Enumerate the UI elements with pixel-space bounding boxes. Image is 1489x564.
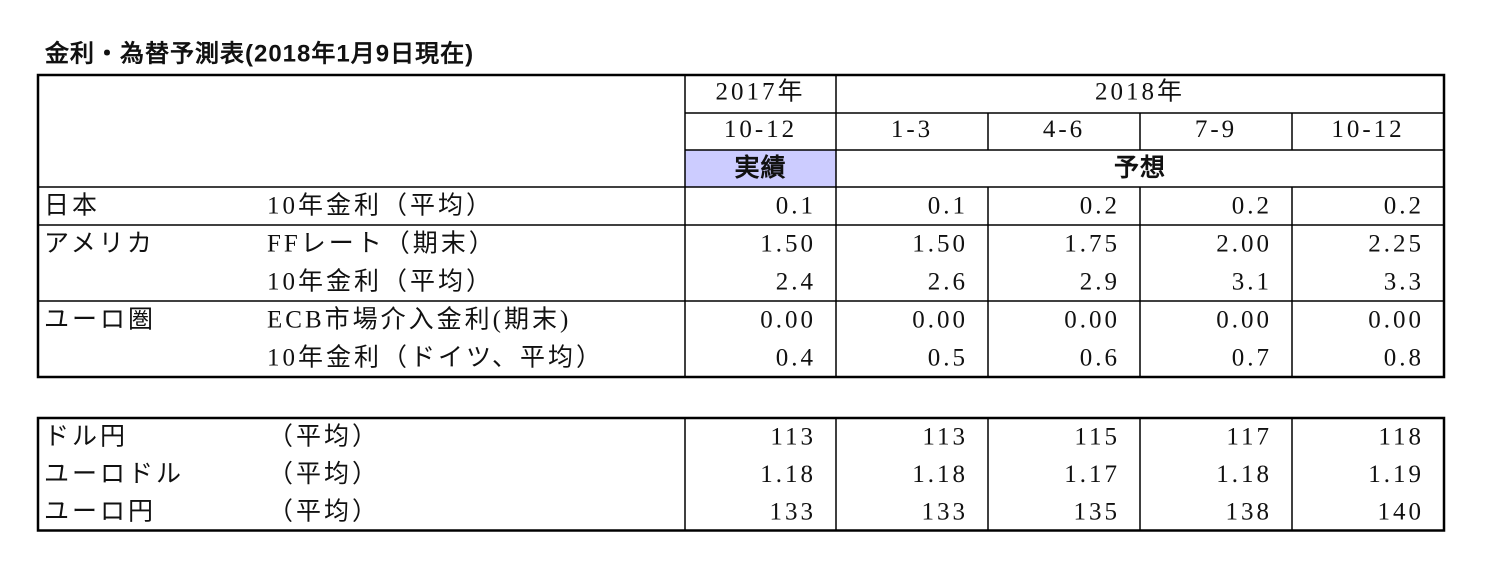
cell-value: 0.5	[928, 345, 968, 372]
region-label: 日本	[44, 192, 100, 220]
actual-cell	[685, 150, 836, 187]
cell-value: 1.50	[760, 231, 816, 258]
indicator-label: FFレート（期末）	[267, 230, 497, 258]
cell-value: 0.00	[1368, 307, 1424, 334]
cell-value: 2.25	[1368, 231, 1424, 258]
cell-value: 1.17	[1064, 461, 1120, 488]
region-label: アメリカ	[44, 231, 155, 258]
cell-value: 118	[1378, 423, 1424, 450]
cell-value: 0.00	[912, 307, 968, 334]
cell-value: 0.2	[1384, 193, 1424, 220]
table-frame	[36, 416, 1446, 532]
pair-label: ユーロドル	[44, 461, 184, 488]
pair-label: ユーロ円	[44, 498, 156, 525]
cell-value: 0.00	[1216, 307, 1272, 334]
period-header: 1-3	[891, 116, 933, 143]
cell-value: 0.8	[1384, 345, 1424, 372]
cell-value: 2.9	[1080, 269, 1120, 296]
cell-value: 0.2	[1080, 193, 1120, 220]
cell-value: 1.18	[760, 461, 816, 488]
indicator-label: 10年金利（平均）	[267, 268, 494, 296]
period-header: 10-12	[1331, 116, 1404, 143]
cell-value: 0.6	[1080, 345, 1120, 372]
cell-value: 1.75	[1064, 231, 1120, 258]
cell-value: 0.00	[1064, 307, 1120, 334]
title: 金利・為替予測表(2018年1月9日現在)	[44, 39, 474, 67]
cell-value: 1.19	[1368, 461, 1424, 488]
kind-header: 実績	[734, 153, 786, 182]
cell-value: 3.3	[1384, 269, 1424, 296]
cell-value: 2.6	[928, 269, 968, 296]
cell-value: 115	[1074, 423, 1120, 450]
pair-label: ドル円	[44, 423, 128, 450]
cell-value: 117	[1226, 423, 1272, 450]
year-header: 2018年	[1095, 78, 1185, 106]
cell-value: 3.1	[1232, 269, 1272, 296]
cell-value: 140	[1378, 498, 1425, 525]
cell-value: 0.00	[760, 307, 816, 334]
cell-value: 0.2	[1232, 193, 1272, 220]
table-frame	[36, 73, 1446, 379]
cell-value: 2.00	[1216, 231, 1272, 258]
indicator-label: 10年金利（ドイツ、平均）	[267, 344, 604, 372]
cell-value: 1.18	[1216, 461, 1272, 488]
kind-header: 予想	[1114, 154, 1166, 182]
period-header: 10-12	[724, 116, 797, 143]
basis-label: （平均）	[268, 460, 380, 488]
cell-value: 0.1	[776, 193, 816, 220]
period-header: 7-9	[1195, 116, 1237, 143]
period-header: 4-6	[1043, 116, 1085, 143]
basis-label: （平均）	[268, 497, 380, 525]
basis-label: （平均）	[268, 422, 380, 450]
cell-value: 133	[770, 498, 817, 525]
indicator-label: ECB市場介入金利(期末)	[267, 306, 571, 334]
cell-value: 1.50	[912, 231, 968, 258]
region-label: ユーロ圏	[44, 307, 156, 334]
cell-value: 135	[1074, 498, 1121, 525]
cell-value: 0.7	[1232, 345, 1272, 372]
cell-value: 1.18	[912, 461, 968, 488]
cell-value: 0.4	[776, 345, 816, 372]
cell-value: 138	[1226, 498, 1273, 525]
cell-value: 0.1	[928, 193, 968, 220]
year-header: 2017年	[715, 78, 805, 106]
cell-value: 2.4	[776, 269, 816, 296]
cell-value: 113	[922, 423, 968, 450]
indicator-label: 10年金利（平均）	[267, 192, 494, 220]
cell-value: 133	[922, 498, 969, 525]
cell-value: 113	[770, 423, 816, 450]
